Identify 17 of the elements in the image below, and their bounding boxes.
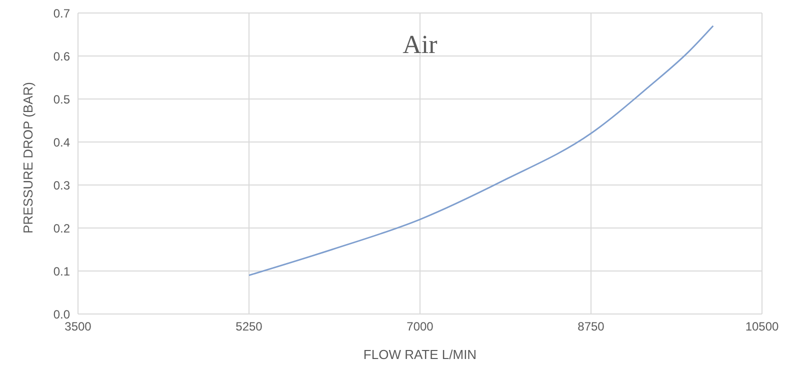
text: Air (402, 30, 438, 59)
y-tick-label: 0.6 (53, 49, 70, 64)
x-tick-label: 10500 (745, 320, 780, 334)
y-tick-label: 0.7 (53, 6, 70, 20)
y-tick-label: 0.2 (53, 221, 70, 236)
y-axis-title: PRESSURE DROP (BAR) (20, 82, 36, 234)
x-axis-title: FLOW RATE L/MIN (363, 347, 477, 362)
line-series (248, 25, 714, 276)
x-tick-label: 3500 (64, 320, 92, 334)
y-tick-label: 0.1 (53, 264, 70, 278)
x-tick-label: 7000 (406, 320, 434, 334)
y-tick-label: 0.3 (53, 178, 70, 192)
y-tick-label: 0.0 (53, 307, 70, 322)
x-tick-label: 8750 (578, 320, 605, 334)
y-tick-label: 0.4 (53, 135, 70, 150)
x-tick-label: 5250 (236, 320, 263, 334)
y-tick-label: 0.5 (53, 92, 70, 106)
